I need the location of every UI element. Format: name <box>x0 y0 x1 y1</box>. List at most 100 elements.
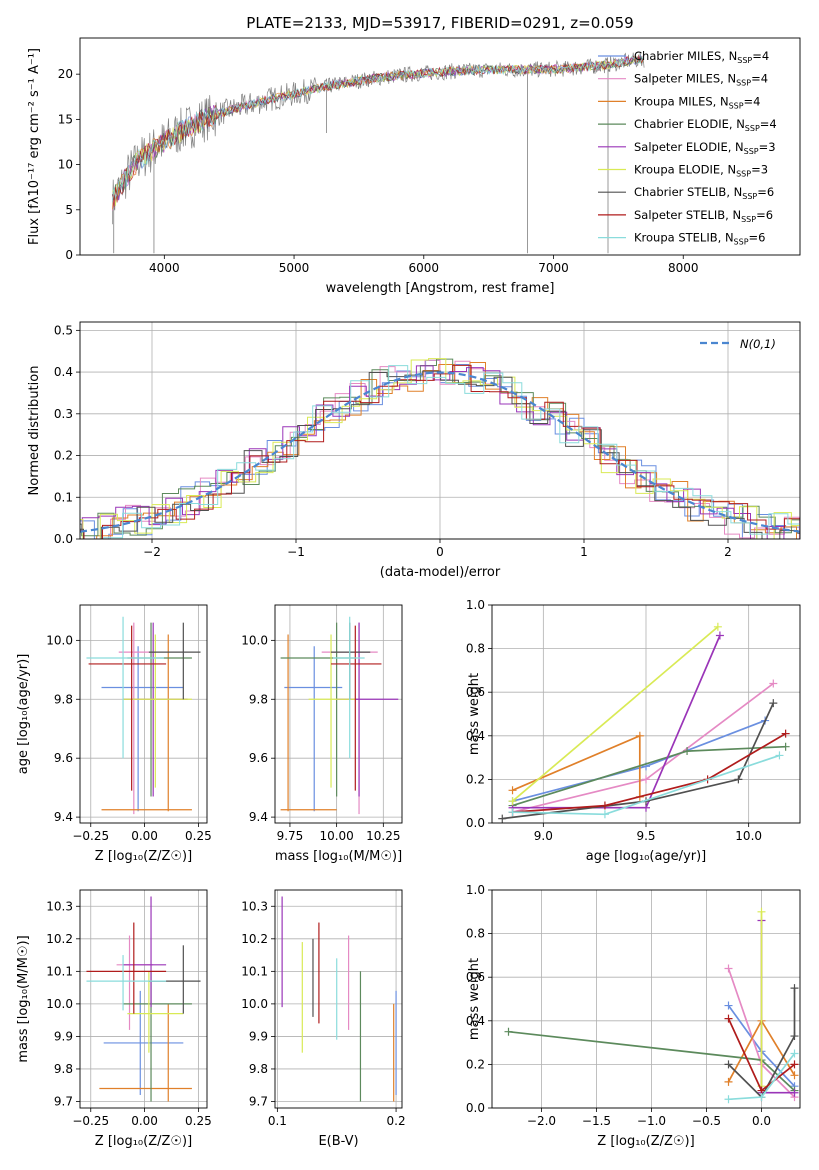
y-tick-label: 9.6 <box>54 751 73 765</box>
x-tick-label: 10.25 <box>366 829 400 843</box>
y-tick-label: 0.5 <box>54 323 73 337</box>
x-tick-label: 0.25 <box>185 1114 212 1128</box>
weight-series <box>727 988 796 1099</box>
axes-frame <box>491 889 801 1109</box>
y-tick-label: 9.8 <box>54 692 73 706</box>
weight-marker <box>790 1088 799 1097</box>
chart-age_weight: 9.0 9.5 10.0 0.0 0.2 0.4 0.6 0.8 1.0 age [log₁₀(a… <box>466 598 801 864</box>
legend-entry: Salpeter STELIB, NSSP=6 <box>634 208 773 224</box>
y-tick-label: 9.8 <box>249 692 268 706</box>
x-tick-label: 5000 <box>279 261 310 275</box>
y-tick-label: 0.2 <box>466 772 485 786</box>
axes-z_mass: −0.25 0.00 0.25 9.7 9.8 9.9 10.0 10.1 10.2 10.3 Z … <box>16 889 212 1149</box>
x-tick-label: 0.1 <box>268 1114 287 1128</box>
data-point <box>86 955 167 1011</box>
y-tick-label: 0.1 <box>54 490 73 504</box>
x-axis-label: Z [log₁₀(Z/Z☉)] <box>597 1134 694 1149</box>
data-point <box>332 616 365 759</box>
legend: Chabrier MILES, NSSP=4 Salpeter MILES, NS… <box>598 49 777 247</box>
weight-marker <box>790 1049 799 1058</box>
y-tick-label: 10.0 <box>241 633 268 647</box>
data-point <box>103 990 184 1095</box>
plot-area-residuals <box>80 358 800 539</box>
data-point <box>116 935 154 1030</box>
legend-entry: Kroupa ELODIE, NSSP=3 <box>634 163 768 179</box>
chart-residuals: −2 −1 0 1 2 0.0 0.1 0.2 0.3 0.4 0.5 (data-model)/er… <box>27 321 801 580</box>
data-point <box>280 634 337 812</box>
axes-frame <box>79 889 208 1109</box>
weight-marker <box>724 1060 733 1069</box>
data-point <box>308 634 356 788</box>
weight-marker <box>775 751 784 760</box>
x-tick-label: 1 <box>580 545 588 559</box>
weight-series <box>512 734 641 797</box>
weight-series <box>512 719 766 803</box>
y-tick-label: 0.4 <box>466 729 485 743</box>
weight-marker <box>715 631 724 640</box>
data-point <box>123 634 192 788</box>
weight-marker <box>790 984 799 993</box>
y-tick-label: 0.6 <box>466 970 485 984</box>
axes-z_age: −0.25 0.00 0.25 9.4 9.6 9.8 10.0 Z [log₁₀(Z/Z☉)… <box>16 604 212 864</box>
x-tick-label: 9.5 <box>636 829 655 843</box>
data-point <box>331 625 382 791</box>
axes-age_weight: 9.0 9.5 10.0 0.0 0.2 0.4 0.6 0.8 1.0 age [log₁₀(a… <box>466 598 801 864</box>
data-point <box>101 646 184 812</box>
y-tick-label: 0.2 <box>466 1057 485 1071</box>
x-tick-label: −0.25 <box>72 1114 109 1128</box>
legend-entry: Chabrier ELODIE, NSSP=4 <box>634 117 777 133</box>
data-point <box>280 622 356 797</box>
y-tick-label: 1.0 <box>466 883 485 897</box>
y-tick-label: 0.0 <box>466 1101 485 1115</box>
model-spectrum <box>112 56 644 207</box>
x-axis-label: wavelength [Angstrom, rest frame] <box>326 281 555 296</box>
histogram-series <box>80 358 800 537</box>
y-axis-label: mass weight <box>467 958 482 1040</box>
x-tick-label: 0 <box>436 545 444 559</box>
plot-area-mass_age <box>280 616 399 815</box>
y-tick-label: 5 <box>65 203 73 217</box>
histogram-series <box>80 370 800 539</box>
weight-marker <box>635 731 644 740</box>
x-tick-label: 9.0 <box>534 829 553 843</box>
x-tick-label: −2 <box>143 545 161 559</box>
weight-marker <box>508 786 517 795</box>
data-point <box>127 622 192 797</box>
y-tick-label: 15 <box>58 112 73 126</box>
x-tick-label: 0.0 <box>752 1114 771 1128</box>
model-spectrum <box>112 55 644 202</box>
x-axis-label: E(B-V) <box>318 1134 358 1149</box>
x-tick-label: −1 <box>287 545 305 559</box>
y-tick-label: 9.9 <box>54 1029 73 1043</box>
y-tick-label: 10.2 <box>46 932 73 946</box>
y-tick-label: 9.8 <box>249 1062 268 1076</box>
data-point <box>99 1003 192 1102</box>
axes-frame <box>79 604 208 824</box>
axes-z_weight: −2.0 −1.5 −1.0 −0.5 0.0 0.0 0.2 0.4 0.6 0.8 1.0 Z [… <box>466 883 801 1149</box>
weight-marker <box>600 810 609 819</box>
y-tick-label: 10.0 <box>46 997 73 1011</box>
figure-title: PLATE=2133, MJD=53917, FIBERID=0291, z=0… <box>246 14 633 32</box>
y-tick-label: 10.3 <box>241 899 268 913</box>
legend-entry: Chabrier MILES, NSSP=4 <box>634 49 769 65</box>
axes-frame <box>274 604 403 824</box>
legend-entry: Salpeter ELODIE, NSSP=3 <box>634 140 776 156</box>
y-tick-label: 0.0 <box>466 816 485 830</box>
y-axis-label: mass [log₁₀(M/M☉)] <box>16 935 31 1062</box>
weight-marker <box>790 1032 799 1041</box>
legend-entry: Kroupa MILES, NSSP=4 <box>634 94 761 110</box>
y-tick-label: 0 <box>65 248 73 262</box>
x-tick-label: 4000 <box>149 261 180 275</box>
axes-spectrum: 4000 5000 6000 7000 8000 0 5 10 15 20 wavelength [… <box>27 37 801 296</box>
weight-marker <box>508 797 517 806</box>
histogram-series <box>80 365 800 539</box>
y-axis-label: age [log₁₀(age/yr)] <box>16 654 31 775</box>
plot-area-z_mass <box>86 896 201 1102</box>
x-tick-label: 2 <box>724 545 732 559</box>
data-point <box>86 616 164 759</box>
plot-area-ebv_mass <box>281 896 397 1102</box>
y-tick-label: 9.4 <box>54 810 73 824</box>
y-tick-label: 1.0 <box>466 598 485 612</box>
legend-entry: Salpeter MILES, NSSP=4 <box>634 72 768 88</box>
